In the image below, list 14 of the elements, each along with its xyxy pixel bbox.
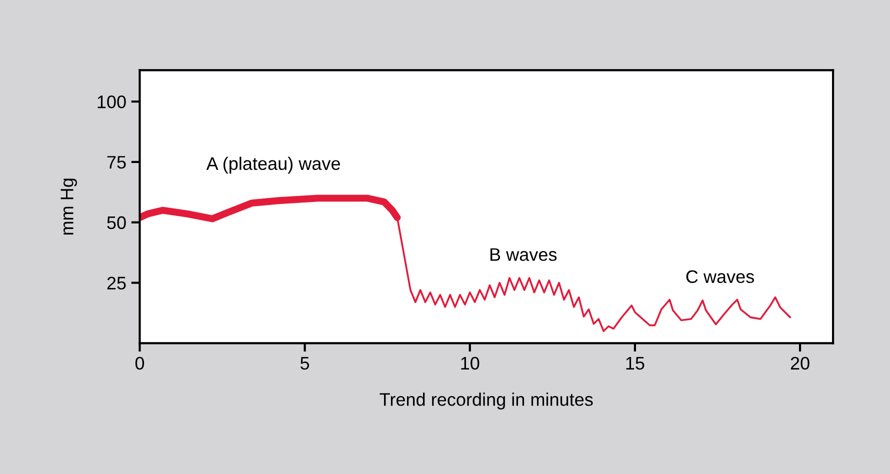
x-tick-label: 0 <box>135 356 144 370</box>
x-axis-title: Trend recording in minutes <box>380 392 593 410</box>
x-tick-label: 5 <box>300 357 310 370</box>
y-tick-label: 25 <box>107 276 126 290</box>
y-axis-title: mm Hg <box>60 178 77 235</box>
y-tick-label: 50 <box>107 216 126 230</box>
annotation: B waves <box>490 248 557 261</box>
y-tick-label: 75 <box>107 156 126 169</box>
x-tick-label: 20 <box>790 356 810 370</box>
x-tick-label: 10 <box>461 356 480 370</box>
annotation: A (plateau) wave <box>206 156 340 174</box>
x-tick-label: 15 <box>626 357 644 370</box>
y-tick-label: 100 <box>98 95 126 108</box>
annotation: C waves <box>686 270 754 284</box>
